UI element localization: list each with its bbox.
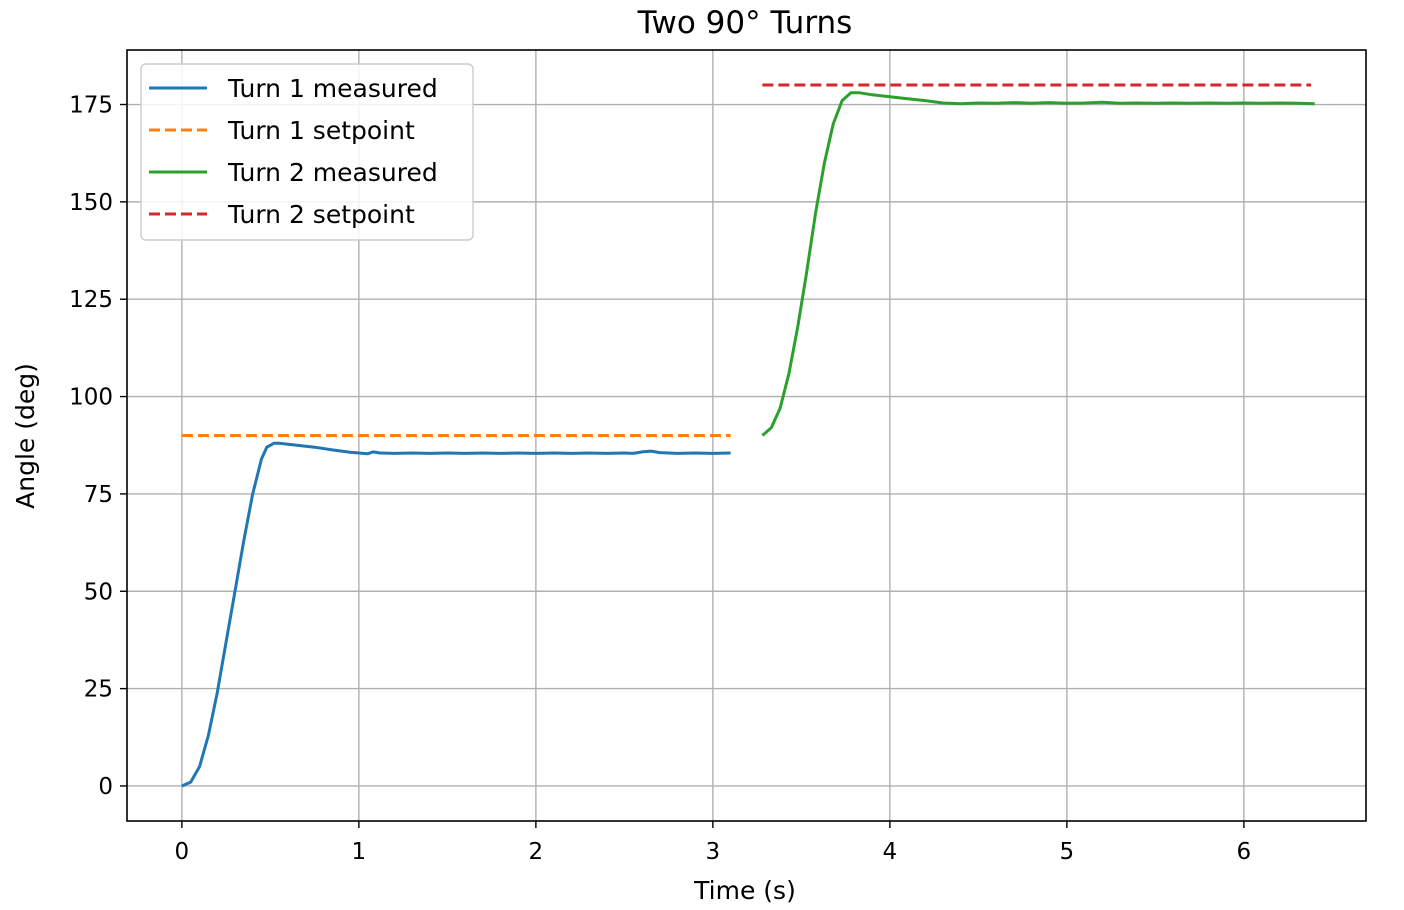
y-tick-label: 125 bbox=[69, 287, 113, 313]
y-tick-label: 25 bbox=[84, 677, 113, 703]
x-tick-label: 0 bbox=[175, 839, 190, 865]
y-tick-label: 150 bbox=[69, 190, 113, 216]
turn-1-measured-line bbox=[181, 441, 731, 788]
plot-frame bbox=[126, 49, 1367, 822]
axis-ticks: 0 1 2 3 4 5 6 0 25 50 75 100 125 150 175 bbox=[69, 93, 1251, 865]
grid-lines bbox=[127, 50, 1366, 821]
y-tick-label: 50 bbox=[84, 579, 113, 605]
turn-2-measured-line bbox=[761, 91, 1315, 437]
legend: Turn 1 measured Turn 1 setpoint Turn 2 mea… bbox=[140, 63, 474, 241]
y-tick-label: 0 bbox=[98, 774, 113, 800]
x-tick-label: 5 bbox=[1060, 839, 1075, 865]
x-tick-label: 6 bbox=[1237, 839, 1252, 865]
x-tick-label: 2 bbox=[529, 839, 544, 865]
x-tick-label: 4 bbox=[883, 839, 898, 865]
x-tick-label: 3 bbox=[706, 839, 721, 865]
legend-label-turn-2-measured: Turn 2 measured bbox=[227, 158, 438, 187]
series-lines bbox=[181, 83, 1315, 788]
y-tick-label: 175 bbox=[69, 93, 113, 119]
legend-label-turn-1-measured: Turn 1 measured bbox=[227, 74, 438, 103]
chart-title: Two 90° Turns bbox=[637, 5, 853, 41]
legend-label-turn-1-setpoint: Turn 1 setpoint bbox=[227, 116, 415, 145]
y-axis-label: Angle (deg) bbox=[11, 363, 40, 509]
y-tick-label: 100 bbox=[69, 385, 113, 411]
y-tick-label: 75 bbox=[84, 482, 113, 508]
legend-box bbox=[140, 63, 474, 241]
x-axis-label: Time (s) bbox=[693, 876, 796, 905]
legend-label-turn-2-setpoint: Turn 2 setpoint bbox=[227, 200, 415, 229]
x-tick-label: 1 bbox=[352, 839, 367, 865]
